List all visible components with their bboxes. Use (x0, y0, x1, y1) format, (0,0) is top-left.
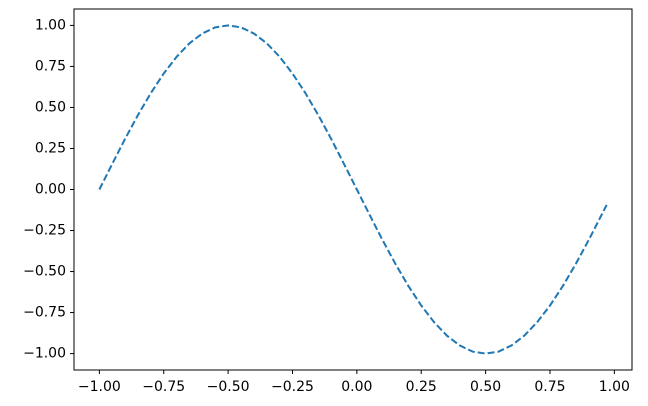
y-tick-label: −0.25 (23, 223, 66, 239)
y-tick-label: 0.75 (35, 58, 66, 74)
x-tick-label: 0.00 (341, 379, 372, 395)
y-tick-label: −1.00 (23, 346, 66, 362)
y-tick-label: 0.25 (35, 140, 66, 156)
y-tick-label: 0.00 (35, 182, 66, 198)
x-tick-label: −0.25 (271, 379, 314, 395)
x-tick-label: 0.75 (534, 379, 565, 395)
x-tick-label: −1.00 (78, 379, 121, 395)
y-tick-label: −0.50 (23, 264, 66, 280)
y-tick-label: 0.50 (35, 99, 66, 115)
x-tick-label: −0.50 (207, 379, 250, 395)
plot-frame (73, 8, 633, 371)
x-tick-label: 0.50 (470, 379, 501, 395)
x-tick-label: −0.75 (142, 379, 185, 395)
y-tick-label: −0.75 (23, 305, 66, 321)
x-tick-label: 1.00 (599, 379, 630, 395)
line-series (98, 24, 608, 355)
y-tick-label: 1.00 (35, 17, 66, 33)
x-tick-label: 0.25 (406, 379, 437, 395)
